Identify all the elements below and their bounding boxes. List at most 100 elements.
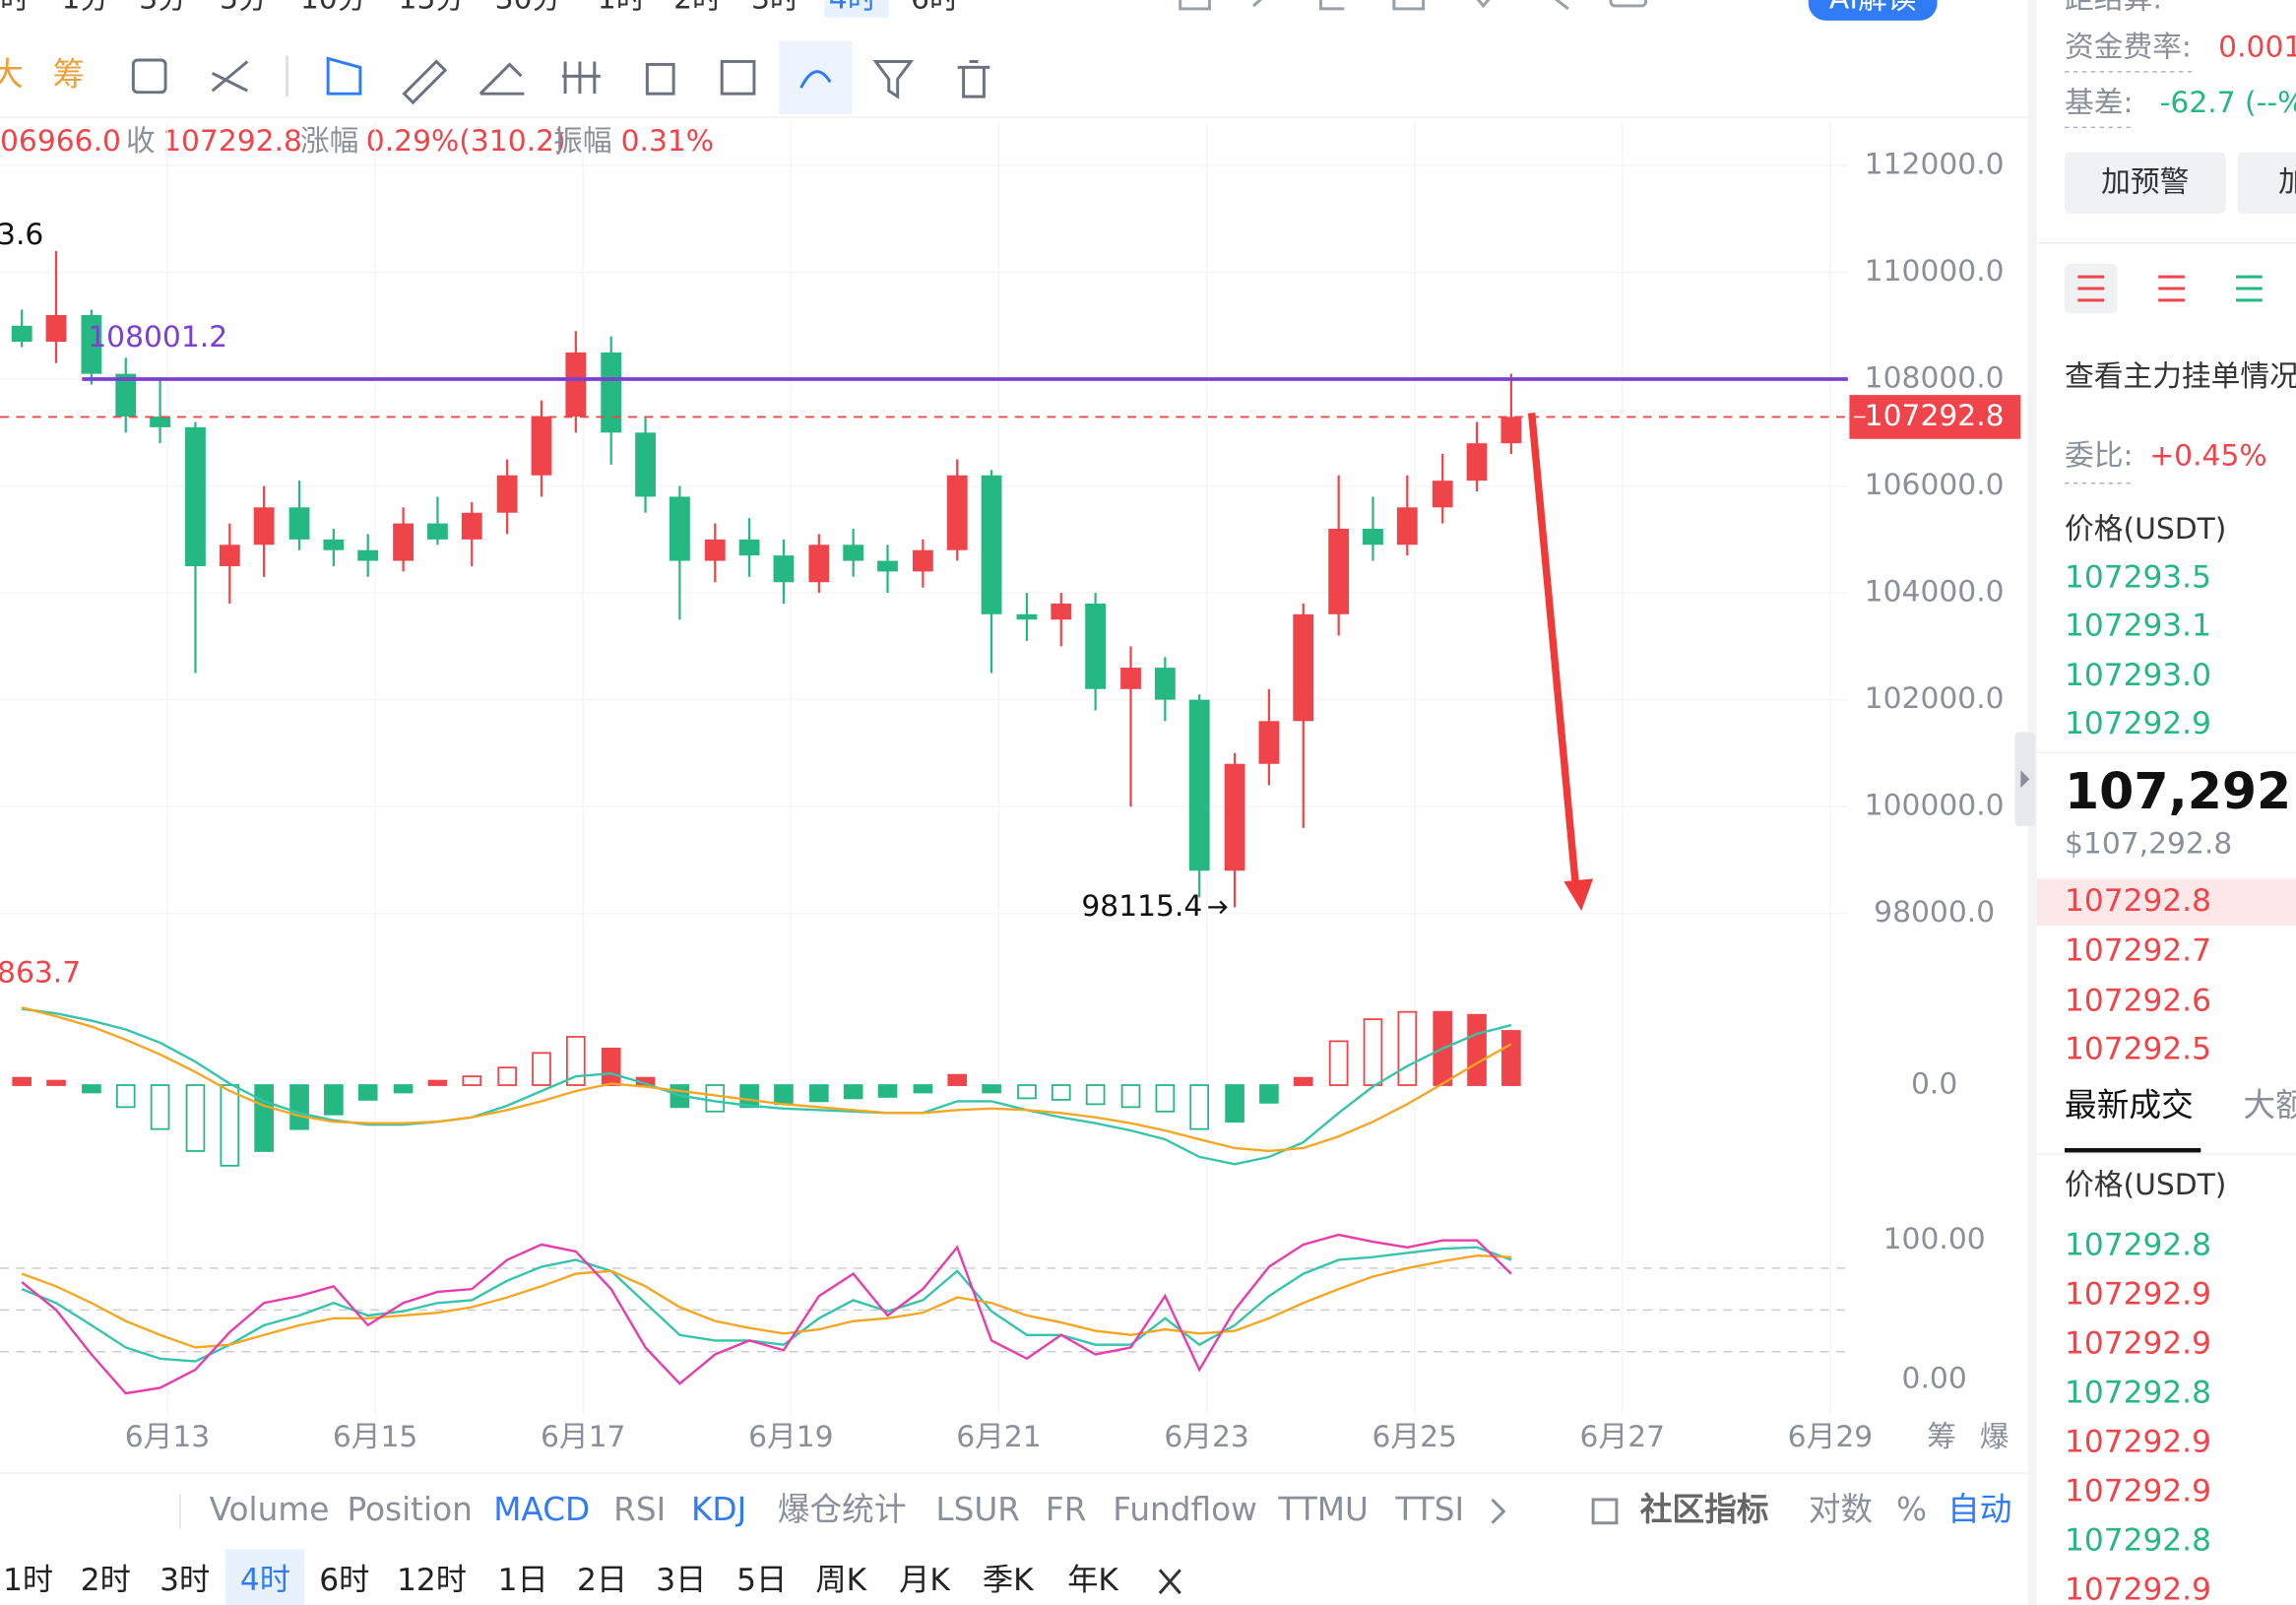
tool-active-bg — [779, 40, 853, 115]
close-icon[interactable] — [1158, 1569, 1181, 1595]
bid-price: 107292.5 — [2065, 1031, 2211, 1066]
y-tick-label: 108000.0 — [1865, 361, 2005, 396]
candle-body — [253, 507, 275, 546]
candle-body — [81, 314, 102, 374]
book-view-icons[interactable] — [2077, 275, 2263, 302]
ratio-value: +0.45% — [2149, 439, 2266, 474]
trades-tab[interactable]: 最新成交 — [2065, 1086, 2194, 1124]
second-button[interactable] — [2237, 152, 2296, 215]
interval[interactable]: 30分 — [495, 0, 562, 17]
indicator-tab[interactable]: 爆仓统计 — [778, 1491, 907, 1528]
interval[interactable]: 周K — [815, 1563, 867, 1598]
macd-bar — [1397, 1010, 1418, 1086]
auto-toggle[interactable]: 自动 — [1947, 1491, 2011, 1528]
interval[interactable]: 3日 — [656, 1563, 706, 1598]
interval[interactable]: 2日 — [577, 1563, 627, 1598]
indicator-tab[interactable]: RSI — [613, 1491, 666, 1528]
indicator-tab[interactable]: TTMU — [1277, 1491, 1369, 1528]
tool-label[interactable]: 大 — [0, 55, 24, 93]
indicator-tab[interactable]: Position — [347, 1491, 472, 1528]
bid-price: 107292.7 — [2065, 933, 2211, 969]
interval[interactable]: 1时 — [3, 1563, 53, 1598]
interval[interactable]: 6时 — [319, 1563, 369, 1598]
macd-bar — [843, 1084, 863, 1100]
interval[interactable]: 1分 — [61, 0, 109, 17]
interval-active[interactable]: 4时 — [829, 0, 877, 17]
pct-toggle[interactable]: % — [1896, 1491, 1927, 1528]
indicator-tab[interactable]: Fundflow — [1113, 1491, 1257, 1528]
depth-link[interactable]: 查看主力挂单情况 — [2065, 359, 2296, 394]
macd-bar — [705, 1084, 726, 1113]
interval[interactable]: 3时 — [159, 1563, 210, 1598]
macd-bar — [497, 1066, 517, 1086]
macd-bar — [1155, 1084, 1176, 1113]
interval[interactable]: 2时 — [673, 0, 722, 17]
basis-label: 基差: — [2065, 86, 2134, 120]
x-tick-label: 6月25 — [1371, 1420, 1457, 1454]
interval[interactable]: 月K — [899, 1563, 951, 1598]
interval[interactable]: 10分 — [300, 0, 367, 17]
community-icon[interactable] — [1591, 1498, 1619, 1525]
indicator-tab-active[interactable]: KDJ — [691, 1491, 746, 1528]
log-toggle[interactable]: 对数 — [1809, 1491, 1873, 1528]
tool-icons[interactable] — [131, 55, 990, 105]
ask-price: 107293.5 — [2065, 559, 2211, 595]
candle-body — [427, 523, 448, 540]
indicator-tab[interactable]: LSUR — [935, 1491, 1020, 1528]
big-trades-tab[interactable]: 大额 — [2243, 1086, 2296, 1124]
drawn-arrow-head — [1563, 878, 1594, 912]
indicator-tab[interactable]: TTSI — [1394, 1491, 1464, 1528]
indicator-tab[interactable]: Volume — [210, 1491, 330, 1528]
indicator-tab[interactable]: FR — [1046, 1491, 1087, 1528]
interval[interactable]: 5分 — [220, 0, 268, 17]
y-tick-label: 110000.0 — [1865, 254, 2005, 289]
trades-list: 107292.8 107292.9 107292.9 107292.8 107292.9… — [2065, 1228, 2211, 1605]
interval[interactable]: 年K — [1067, 1563, 1119, 1598]
interval[interactable]: 3分 — [139, 0, 187, 17]
macd-label: 863.7 — [0, 956, 81, 991]
macd-bar — [115, 1084, 136, 1109]
ai-button[interactable] — [1808, 0, 1938, 21]
alert-button-label[interactable]: 加预警 — [2101, 164, 2189, 199]
y-tick-label: 100.00 — [1883, 1222, 1986, 1256]
candle-body — [1258, 721, 1280, 764]
interval[interactable]: 3时 — [751, 0, 799, 17]
collapse-arrow[interactable] — [2020, 770, 2030, 789]
interval[interactable]: 1日 — [498, 1563, 548, 1598]
candle-body — [1363, 529, 1383, 546]
x-tick-label: 6月23 — [1164, 1420, 1249, 1454]
macd-bar — [393, 1084, 414, 1094]
y-tick-label: 0.00 — [1902, 1361, 1967, 1395]
alert-button[interactable] — [2065, 152, 2226, 215]
interval[interactable]: 季K — [983, 1563, 1035, 1598]
more-arrow[interactable] — [1491, 1498, 1506, 1524]
basis-value: -62.7 (--% — [2160, 86, 2296, 120]
interval[interactable]: 5日 — [736, 1563, 787, 1598]
community-button[interactable]: 社区指标 — [1640, 1491, 1769, 1528]
x-tick-label: 6月21 — [956, 1420, 1042, 1454]
interval[interactable]: 2时 — [81, 1563, 131, 1598]
second-button-label[interactable]: 加 — [2278, 164, 2296, 199]
candle-body — [461, 512, 482, 540]
interval[interactable]: 1时 — [598, 0, 646, 17]
trade-price: 107292.8 — [2065, 1522, 2211, 1558]
interval[interactable]: 15分 — [399, 0, 466, 17]
last-price: 107,292.8 — [2065, 762, 2296, 820]
macd-bar — [947, 1073, 968, 1086]
candle-body — [357, 549, 379, 561]
interval-active[interactable]: 4时 — [240, 1563, 290, 1598]
y-tick-label: 100000.0 — [1865, 789, 2005, 823]
axis-extra[interactable]: 爆 — [1980, 1420, 2009, 1454]
candle-body — [185, 426, 206, 566]
macd-bar — [1017, 1084, 1037, 1100]
active-interval-bg — [824, 0, 889, 18]
y-tick-label: 104000.0 — [1865, 575, 2005, 610]
tool-label[interactable]: 筹 — [53, 55, 86, 93]
interval[interactable]: 12时 — [397, 1563, 467, 1598]
ai-button-label[interactable]: AI解读 — [1829, 0, 1917, 17]
macd-bar — [1293, 1076, 1313, 1086]
indicator-tab-active[interactable]: MACD — [493, 1491, 590, 1528]
axis-extra[interactable]: 筹 — [1927, 1420, 1956, 1454]
interval[interactable]: 6时 — [911, 0, 959, 17]
interval[interactable]: 时 — [0, 0, 30, 17]
